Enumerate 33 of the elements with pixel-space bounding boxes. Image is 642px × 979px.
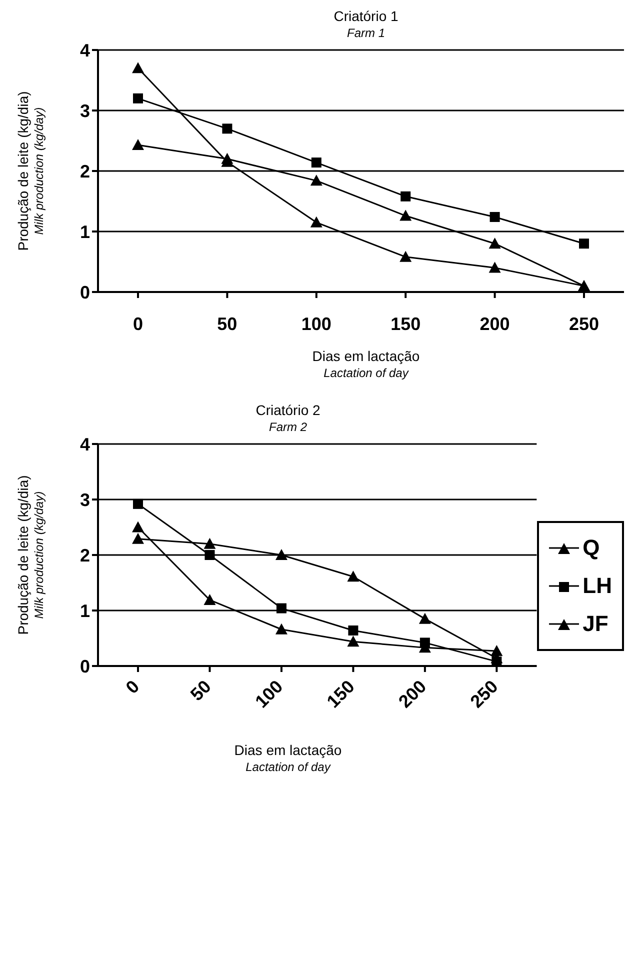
chart-subtitle: Farm 2 — [268, 419, 308, 436]
x-tick-label: 0 — [132, 314, 144, 334]
x-tick-label: 250 — [568, 314, 600, 334]
x-tick-label: 250 — [466, 676, 502, 712]
y-tick-label: 4 — [80, 434, 90, 454]
x-axis-title: Dias em lactação Lactation of day — [311, 348, 421, 382]
chart-title: Criatório 2 — [254, 402, 322, 419]
x-axis-title: Dias em lactação Lactation of day — [233, 742, 343, 776]
y-tick-label: 2 — [80, 545, 90, 566]
y-axis-title: Produção de leite (kg/dia) Milk production (kg/day) — [15, 91, 46, 251]
x-tick-label: 150 — [390, 314, 421, 334]
legend-label: JF — [582, 610, 608, 638]
legend-label: Q — [582, 534, 600, 562]
x-tick-label: 0 — [122, 676, 144, 698]
x-tick-label: 100 — [301, 314, 332, 334]
y-tick-label: 1 — [80, 222, 90, 242]
x-tick-label: 50 — [186, 676, 215, 705]
chart-subtitle: Farm 1 — [346, 25, 386, 42]
y-tick-label: 0 — [80, 656, 90, 676]
x-tick-label: 200 — [394, 676, 430, 712]
y-tick-label: 4 — [80, 40, 90, 60]
x-tick-label: 50 — [217, 314, 238, 334]
legend-label: LH — [582, 572, 612, 600]
x-tick-label: 150 — [322, 676, 358, 712]
y-tick-label: 2 — [80, 161, 90, 182]
chart-title: Criatório 1 — [332, 8, 400, 25]
y-tick-label: 3 — [80, 100, 90, 121]
y-tick-label: 3 — [80, 490, 90, 510]
y-tick-label: 0 — [80, 282, 90, 302]
y-axis-title: Produção de leite (kg/dia) Milk production (kg/day) — [15, 475, 46, 635]
x-tick-label: 200 — [480, 314, 510, 334]
x-tick-label: 100 — [251, 676, 287, 712]
y-tick-label: 1 — [80, 600, 90, 621]
